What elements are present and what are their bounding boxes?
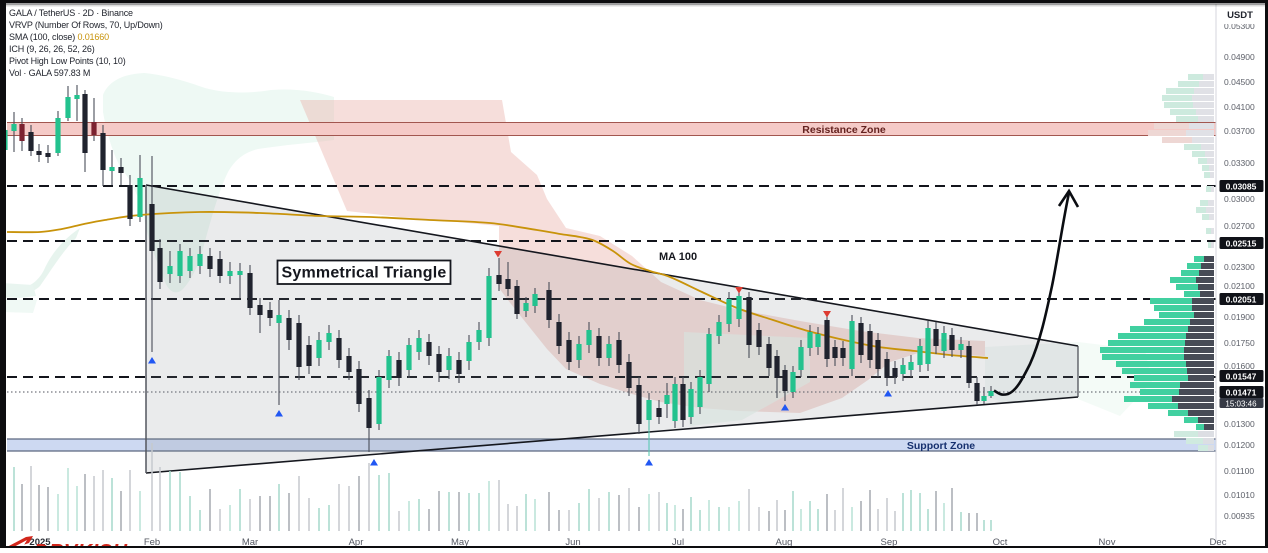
svg-text:0.01300: 0.01300 xyxy=(1224,419,1255,429)
svg-text:Aug: Aug xyxy=(776,537,793,548)
svg-text:0.02100: 0.02100 xyxy=(1224,281,1255,291)
svg-text:Symmetrical Triangle: Symmetrical Triangle xyxy=(282,265,447,282)
svg-text:Jul: Jul xyxy=(672,537,684,548)
svg-text:0.05300: 0.05300 xyxy=(1224,21,1255,31)
svg-text:SMA (100, close) 0.01660: SMA (100, close) 0.01660 xyxy=(9,32,109,42)
svg-text:0.04100: 0.04100 xyxy=(1224,102,1255,112)
svg-text:0.03085: 0.03085 xyxy=(1226,182,1257,192)
svg-text:Nov: Nov xyxy=(1099,537,1116,548)
svg-text:0.03700: 0.03700 xyxy=(1224,126,1255,136)
svg-text:0.00935: 0.00935 xyxy=(1224,511,1255,521)
svg-text:0.01471: 0.01471 xyxy=(1226,388,1257,398)
svg-text:Support Zone: Support Zone xyxy=(907,440,975,452)
svg-text:0.01200: 0.01200 xyxy=(1224,440,1255,450)
svg-text:Dec: Dec xyxy=(1210,537,1227,548)
svg-text:15:03:46: 15:03:46 xyxy=(1225,400,1257,409)
svg-text:0.03300: 0.03300 xyxy=(1224,158,1255,168)
svg-text:May: May xyxy=(451,537,469,548)
svg-text:Oct: Oct xyxy=(993,537,1008,548)
svg-text:MA 100: MA 100 xyxy=(659,251,697,263)
svg-text:0.04900: 0.04900 xyxy=(1224,52,1255,62)
svg-text:0.02051: 0.02051 xyxy=(1226,295,1257,305)
svg-text:0.01750: 0.01750 xyxy=(1224,338,1255,348)
svg-text:Mar: Mar xyxy=(242,537,258,548)
svg-text:Apr: Apr xyxy=(349,537,364,548)
svg-text:GALA / TetherUS · 2D · Binance: GALA / TetherUS · 2D · Binance xyxy=(9,8,133,18)
svg-text:Sep: Sep xyxy=(881,537,898,548)
svg-text:Feb: Feb xyxy=(144,537,160,548)
svg-text:Vol · GALA 597.83 M: Vol · GALA 597.83 M xyxy=(9,68,90,78)
svg-text:Pivot High Low Points (10, 10): Pivot High Low Points (10, 10) xyxy=(9,56,126,66)
svg-text:2025: 2025 xyxy=(29,537,51,548)
svg-text:0.02700: 0.02700 xyxy=(1224,221,1255,231)
svg-text:Jun: Jun xyxy=(565,537,580,548)
svg-text:VRVP (Number Of Rows, 70, Up/D: VRVP (Number Of Rows, 70, Up/Down) xyxy=(9,20,163,30)
svg-text:0.01600: 0.01600 xyxy=(1224,361,1255,371)
svg-text:0.04500: 0.04500 xyxy=(1224,77,1255,87)
svg-text:ICH (9, 26, 26, 52, 26): ICH (9, 26, 26, 52, 26) xyxy=(9,44,95,54)
svg-text:0.01100: 0.01100 xyxy=(1224,466,1254,476)
svg-text:0.02300: 0.02300 xyxy=(1224,262,1255,272)
svg-text:0.03000: 0.03000 xyxy=(1224,194,1255,204)
svg-text:0.01900: 0.01900 xyxy=(1224,312,1255,322)
svg-text:USDT: USDT xyxy=(1227,10,1253,21)
svg-text:0.01547: 0.01547 xyxy=(1226,372,1257,382)
svg-text:0.01010: 0.01010 xyxy=(1224,490,1255,500)
svg-text:Resistance Zone: Resistance Zone xyxy=(802,124,886,136)
svg-text:0.02515: 0.02515 xyxy=(1226,239,1257,249)
